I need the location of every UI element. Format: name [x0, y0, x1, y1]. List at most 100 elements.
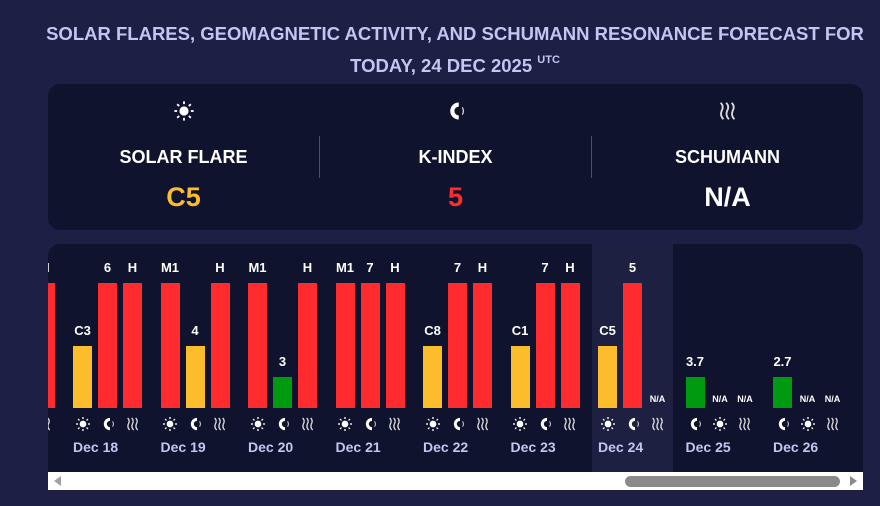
bar-label-solar: N/A	[712, 394, 728, 404]
bar-label-schumann: H	[390, 260, 400, 275]
bar-schumann[interactable]	[48, 283, 55, 408]
sun-icon	[161, 416, 180, 432]
bar-label-solar: M1	[335, 260, 355, 275]
timezone-label: UTC	[537, 54, 560, 66]
summary-solar-flare: SOLAR FLARE C5	[48, 84, 319, 230]
bar-label-kindex: 7	[541, 260, 549, 275]
date-label: Dec 18	[73, 439, 119, 455]
title-text: SOLAR FLARES, GEOMAGNETIC ACTIVITY, AND …	[46, 23, 864, 76]
bar-label-solar: C8	[424, 322, 441, 338]
summary-value: 5	[447, 182, 464, 212]
bar-label-solar: N/A	[799, 394, 816, 404]
divider	[319, 136, 320, 178]
bar-label-solar: C3	[74, 322, 91, 338]
bar-kindex[interactable]	[623, 283, 642, 408]
bar-kindex[interactable]	[685, 376, 705, 408]
summary-value: N/A	[704, 182, 751, 212]
bar-label-kindex: 3.7	[685, 353, 705, 369]
date-label: Dec 19	[160, 439, 206, 455]
bar-solar[interactable]	[335, 283, 355, 408]
bar-kindex[interactable]	[448, 283, 467, 408]
bar-label-schumann: H	[48, 260, 65, 275]
horizontal-scrollbar[interactable]	[48, 472, 863, 490]
bar-label-schumann: N/A	[824, 394, 841, 404]
waves-icon	[123, 416, 142, 432]
bar-label-schumann: H	[565, 260, 575, 275]
waves-icon	[473, 416, 492, 432]
page-title: SOLAR FLARES, GEOMAGNETIC ACTIVITY, AND …	[40, 20, 870, 79]
bar-schumann[interactable]	[298, 283, 317, 408]
summary-label: K-INDEX	[418, 147, 493, 167]
magnet-icon	[186, 416, 205, 432]
bar-solar[interactable]	[73, 345, 92, 408]
bar-label-kindex: 5	[628, 260, 637, 275]
summary-label: SOLAR FLARE	[119, 147, 248, 167]
date-label: Dec 23	[510, 439, 556, 455]
bar-label-kindex: 2.7	[773, 353, 792, 369]
date-label: Dec 22	[423, 439, 469, 455]
bar-label-kindex: 6	[103, 260, 112, 275]
sun-icon	[511, 416, 530, 432]
magnet-icon	[273, 416, 292, 432]
sun-icon	[598, 416, 617, 432]
bar-label-solar: M1	[248, 260, 267, 275]
magnet-icon	[98, 416, 117, 432]
bar-schumann[interactable]	[560, 283, 580, 408]
waves-icon	[648, 416, 667, 432]
sun-icon	[711, 416, 730, 432]
waves-icon	[298, 416, 317, 432]
bar-label-schumann: H	[302, 260, 313, 275]
scrollbar-thumb[interactable]	[625, 476, 840, 487]
bar-label-kindex: 4	[191, 322, 199, 338]
bar-kindex[interactable]	[360, 283, 380, 408]
bar-kindex[interactable]	[273, 376, 292, 408]
waves-icon	[736, 416, 755, 432]
summary-label: SCHUMANN	[675, 147, 780, 167]
sun-icon	[336, 416, 355, 432]
sun-icon	[798, 416, 817, 432]
bar-label-solar: C1	[511, 322, 529, 338]
bar-label-schumann: H	[127, 260, 138, 275]
bar-solar[interactable]	[160, 283, 180, 408]
bar-schumann[interactable]	[123, 283, 142, 408]
summary-value: C5	[166, 182, 201, 212]
bar-solar[interactable]	[423, 345, 442, 408]
divider	[591, 136, 592, 178]
bar-label-kindex: 3	[278, 353, 287, 369]
waves-icon	[211, 416, 230, 432]
scroll-right-arrow-icon[interactable]	[850, 476, 857, 486]
bar-solar[interactable]	[598, 345, 617, 408]
bar-kindex[interactable]	[535, 283, 555, 408]
magnet-icon	[448, 416, 467, 432]
magnet-icon	[623, 416, 642, 432]
magnet-icon	[320, 100, 591, 128]
bar-label-schumann: N/A	[649, 394, 666, 404]
bar-label-solar: C5	[599, 322, 616, 338]
date-label: Dec 21	[335, 439, 381, 455]
waves-icon	[823, 416, 842, 432]
sun-icon	[73, 416, 92, 432]
sun-icon	[423, 416, 442, 432]
date-label: Dec 25	[685, 439, 731, 455]
bar-label-kindex: 7	[453, 260, 462, 275]
summary-schumann: SCHUMANN N/A	[592, 84, 863, 230]
magnet-icon	[686, 416, 705, 432]
bar-solar[interactable]	[510, 345, 530, 408]
date-label: Dec 20	[248, 439, 294, 455]
magnet-icon	[536, 416, 555, 432]
bar-kindex[interactable]	[773, 376, 792, 408]
bar-schumann[interactable]	[473, 283, 492, 408]
bar-kindex[interactable]	[98, 283, 117, 408]
bar-schumann[interactable]	[210, 283, 230, 408]
sun-icon	[248, 416, 267, 432]
magnet-icon	[773, 416, 792, 432]
date-label: Dec 24	[598, 439, 644, 455]
scroll-left-arrow-icon[interactable]	[54, 476, 61, 486]
bar-label-schumann: H	[477, 260, 488, 275]
bar-kindex[interactable]	[185, 345, 205, 408]
bar-schumann[interactable]	[385, 283, 405, 408]
magnet-icon	[361, 416, 380, 432]
bar-solar[interactable]	[248, 283, 267, 408]
waves-icon	[386, 416, 405, 432]
